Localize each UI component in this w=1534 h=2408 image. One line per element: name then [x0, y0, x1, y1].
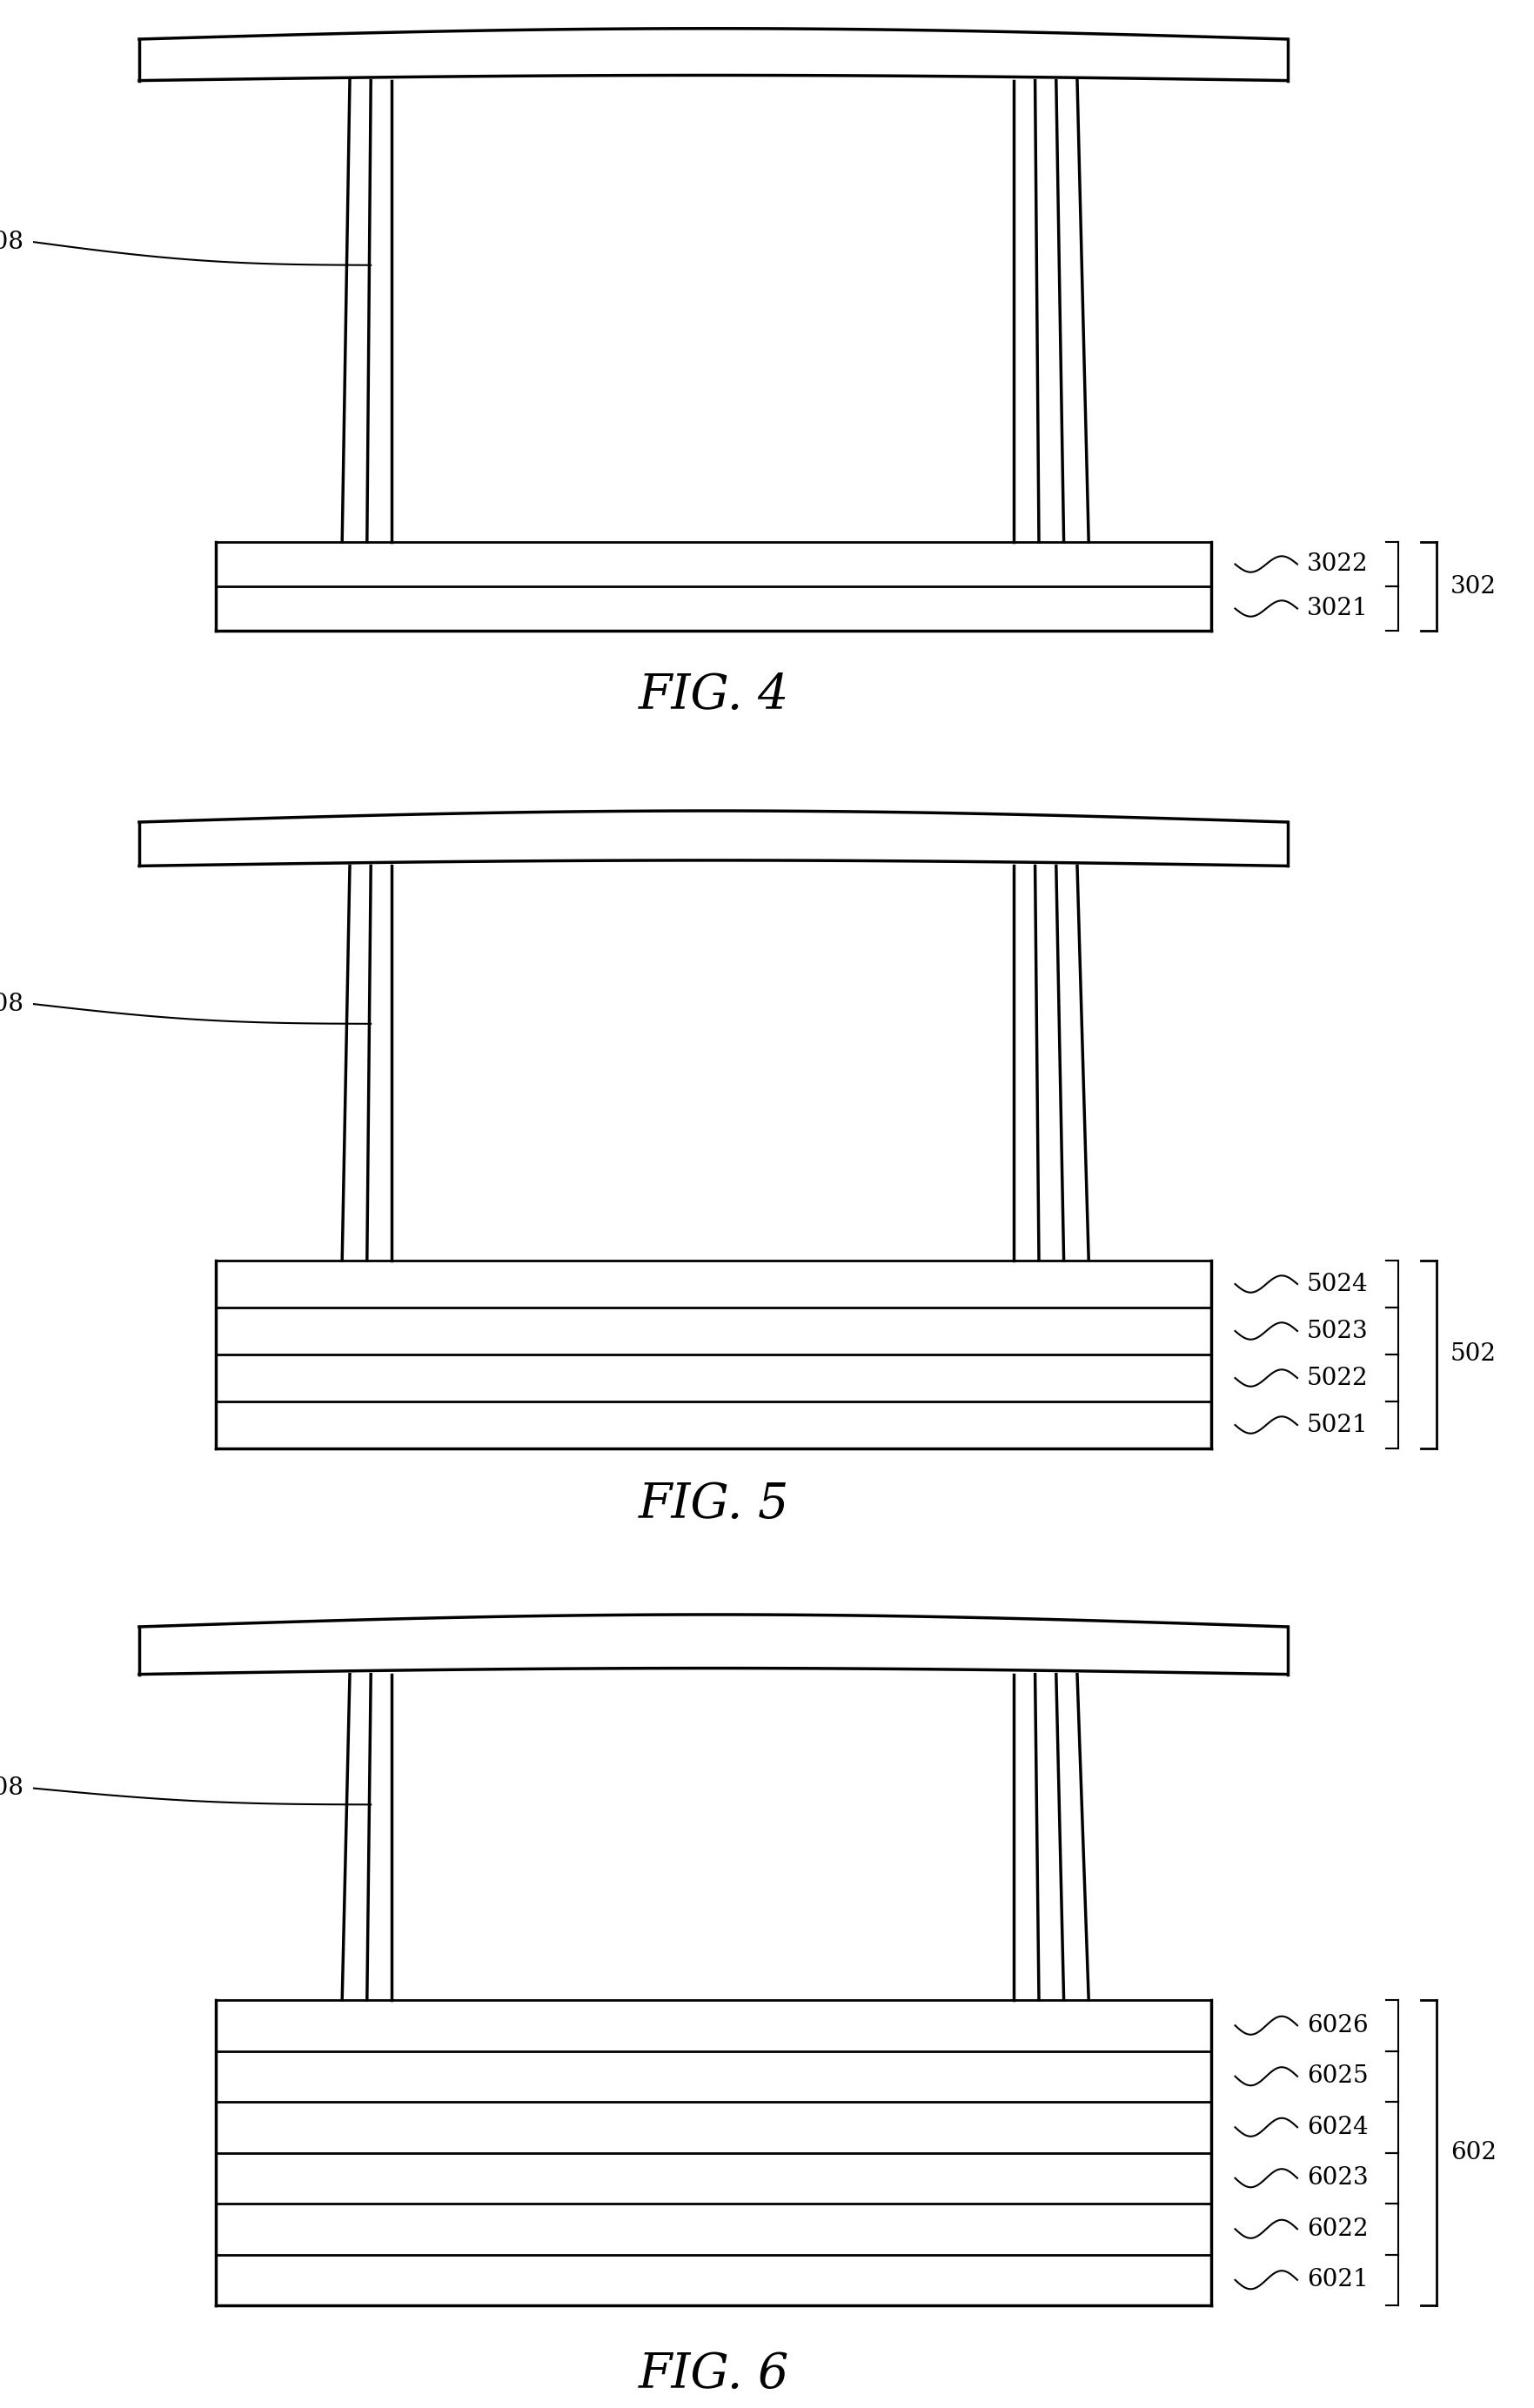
Text: 302: 302: [1451, 576, 1497, 597]
Text: FIG. 6: FIG. 6: [638, 2350, 788, 2398]
Text: 502: 502: [1451, 1344, 1497, 1365]
Text: 6024: 6024: [1307, 2117, 1368, 2138]
Text: 5023: 5023: [1307, 1320, 1368, 1344]
Text: 6022: 6022: [1307, 2218, 1368, 2242]
Text: 6025: 6025: [1307, 2064, 1368, 2088]
Text: 5021: 5021: [1307, 1413, 1368, 1438]
Text: 6021: 6021: [1307, 2268, 1368, 2292]
Text: FIG. 4: FIG. 4: [638, 672, 788, 720]
Text: 6023: 6023: [1307, 2167, 1368, 2189]
Text: 308: 308: [0, 231, 25, 253]
Text: 3021: 3021: [1307, 597, 1368, 621]
Text: 3022: 3022: [1307, 551, 1368, 576]
Text: 308: 308: [0, 992, 25, 1016]
Text: 5024: 5024: [1307, 1271, 1368, 1296]
Text: 308: 308: [0, 1777, 25, 1801]
Text: 5022: 5022: [1307, 1365, 1368, 1389]
Text: FIG. 5: FIG. 5: [638, 1481, 788, 1529]
Text: 602: 602: [1451, 2141, 1497, 2165]
Text: 6026: 6026: [1307, 2013, 1368, 2037]
